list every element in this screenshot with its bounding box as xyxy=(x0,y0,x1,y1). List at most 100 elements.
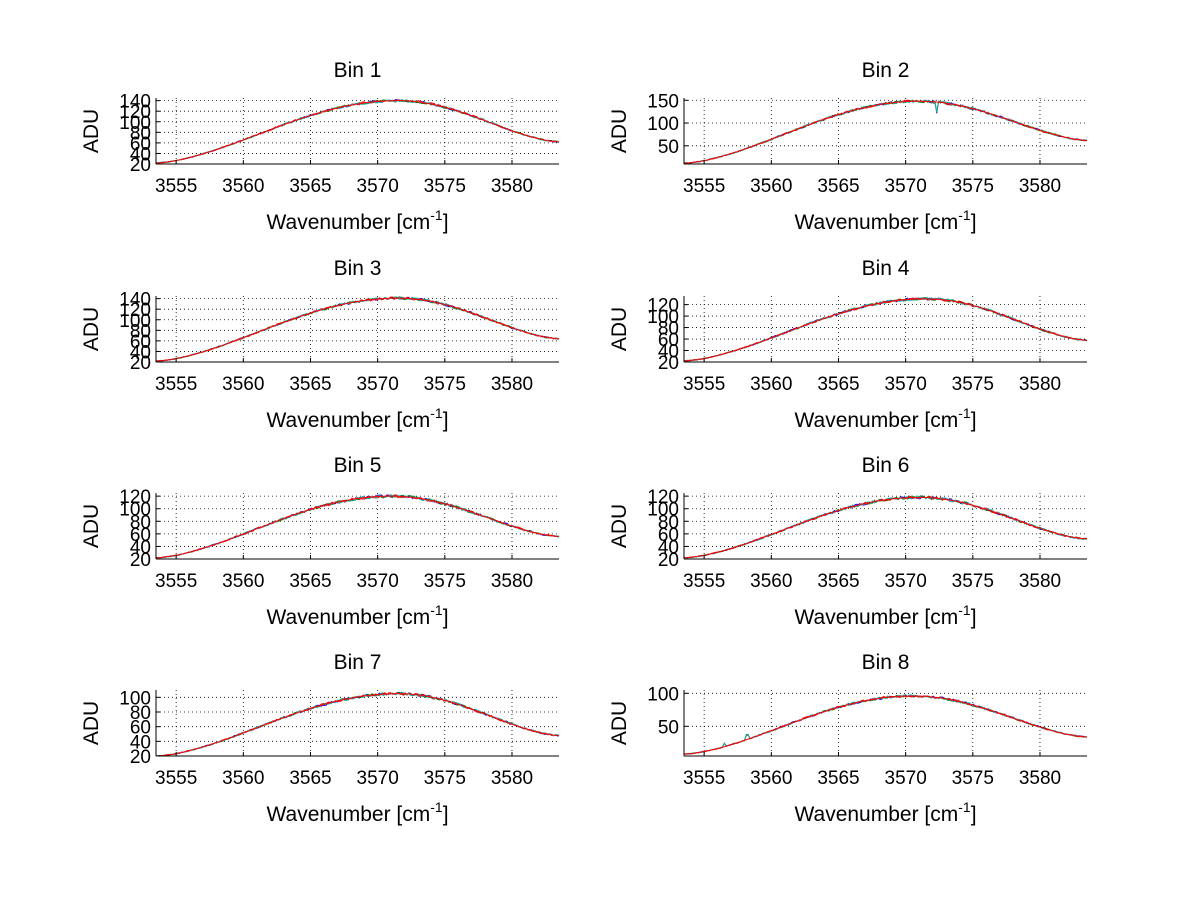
subplot-title: Bin 6 xyxy=(862,454,910,477)
y-tick-label: 60 xyxy=(130,332,151,353)
subplot-title: Bin 1 xyxy=(334,59,382,82)
y-axis-label: ADU xyxy=(80,109,103,153)
x-tick-label: 3560 xyxy=(222,176,264,197)
subplot-title: Bin 3 xyxy=(334,257,382,280)
y-tick-label: 80 xyxy=(130,123,151,144)
subplot-title: Bin 4 xyxy=(862,257,910,280)
y-axis-label: ADU xyxy=(80,701,103,745)
y-axis-label: ADU xyxy=(608,504,631,548)
x-tick-label: 3580 xyxy=(1019,571,1061,592)
y-tick-label: 80 xyxy=(130,321,151,342)
x-tick-label: 3580 xyxy=(1019,374,1061,395)
spectrum-line xyxy=(155,100,560,164)
y-tick-label: 20 xyxy=(130,155,151,176)
y-tick-label: 80 xyxy=(130,512,151,533)
spectrum-line xyxy=(683,496,1088,559)
x-tick-label: 3555 xyxy=(683,374,725,395)
y-tick-label: 150 xyxy=(647,91,679,112)
x-tick-label: 3565 xyxy=(817,176,859,197)
x-tick-label: 3565 xyxy=(817,768,859,789)
x-tick-label: 3575 xyxy=(424,374,466,395)
x-tick-label: 3565 xyxy=(289,571,331,592)
y-tick-label: 50 xyxy=(658,717,679,738)
y-tick-label: 80 xyxy=(130,703,151,724)
x-tick-label: 3560 xyxy=(222,571,264,592)
y-tick-label: 20 xyxy=(130,747,151,768)
x-tick-label: 3560 xyxy=(750,571,792,592)
y-tick-label: 80 xyxy=(658,512,679,533)
x-tick-label: 3555 xyxy=(683,571,725,592)
subplot-8: Bin 8 50 100 3555 3560 3565 3570 3575 3580 ADU Wav… xyxy=(608,651,1088,826)
y-tick-label: 40 xyxy=(658,537,679,558)
x-axis-label: Wavenumber [cm-1] xyxy=(266,799,448,826)
x-tick-label: 3560 xyxy=(750,374,792,395)
y-tick-label: 100 xyxy=(119,500,151,521)
y-axis-label: ADU xyxy=(80,307,103,351)
y-tick-label: 40 xyxy=(130,342,151,363)
x-tick-label: 3565 xyxy=(289,176,331,197)
x-tick-label: 3575 xyxy=(952,768,994,789)
y-tick-label: 60 xyxy=(658,525,679,546)
x-tick-label: 3555 xyxy=(683,768,725,789)
y-tick-label: 20 xyxy=(658,353,679,374)
y-tick-label: 100 xyxy=(119,113,151,134)
x-tick-label: 3565 xyxy=(289,768,331,789)
x-tick-label: 3575 xyxy=(424,571,466,592)
x-tick-label: 3560 xyxy=(750,768,792,789)
x-tick-label: 3580 xyxy=(1019,176,1061,197)
y-tick-label: 40 xyxy=(658,342,679,363)
spectrum-line xyxy=(683,298,1088,362)
x-axis-label: Wavenumber [cm-1] xyxy=(794,602,976,629)
x-tick-label: 3555 xyxy=(683,176,725,197)
x-axis-label: Wavenumber [cm-1] xyxy=(794,405,976,432)
x-tick-label: 3580 xyxy=(491,768,533,789)
x-tick-label: 3565 xyxy=(817,571,859,592)
x-tick-label: 3560 xyxy=(222,374,264,395)
x-tick-label: 3570 xyxy=(885,176,927,197)
x-axis-label: Wavenumber [cm-1] xyxy=(266,405,448,432)
subplot-title: Bin 7 xyxy=(334,651,382,674)
x-tick-label: 3565 xyxy=(817,374,859,395)
y-tick-label: 50 xyxy=(658,137,679,158)
x-tick-label: 3570 xyxy=(885,374,927,395)
x-tick-label: 3575 xyxy=(952,571,994,592)
x-tick-label: 3555 xyxy=(155,571,197,592)
y-tick-label: 120 xyxy=(119,487,151,508)
x-tick-label: 3555 xyxy=(155,176,197,197)
y-tick-label: 20 xyxy=(658,550,679,571)
y-axis-label: ADU xyxy=(608,701,631,745)
x-tick-label: 3580 xyxy=(491,176,533,197)
y-tick-label: 60 xyxy=(130,134,151,155)
x-tick-label: 3570 xyxy=(885,768,927,789)
x-axis-label: Wavenumber [cm-1] xyxy=(794,799,976,826)
x-axis-label: Wavenumber [cm-1] xyxy=(794,207,976,234)
x-tick-label: 3575 xyxy=(424,768,466,789)
spectrum-line xyxy=(155,99,560,164)
x-tick-label: 3570 xyxy=(357,768,399,789)
subplot-title: Bin 5 xyxy=(334,454,382,477)
spectrum-line xyxy=(155,495,560,559)
x-axis-label: Wavenumber [cm-1] xyxy=(266,602,448,629)
y-tick-label: 100 xyxy=(119,688,151,709)
y-tick-label: 60 xyxy=(130,718,151,739)
x-tick-label: 3555 xyxy=(155,374,197,395)
spectrum-line xyxy=(683,100,1088,164)
x-tick-label: 3570 xyxy=(357,374,399,395)
spectrum-line xyxy=(155,297,560,362)
y-tick-label: 100 xyxy=(647,500,679,521)
y-tick-label: 120 xyxy=(647,296,679,317)
x-tick-label: 3560 xyxy=(750,176,792,197)
y-tick-label: 140 xyxy=(119,92,151,113)
y-tick-label: 20 xyxy=(130,550,151,571)
subplot-title: Bin 8 xyxy=(862,651,910,674)
y-tick-label: 100 xyxy=(647,114,679,135)
